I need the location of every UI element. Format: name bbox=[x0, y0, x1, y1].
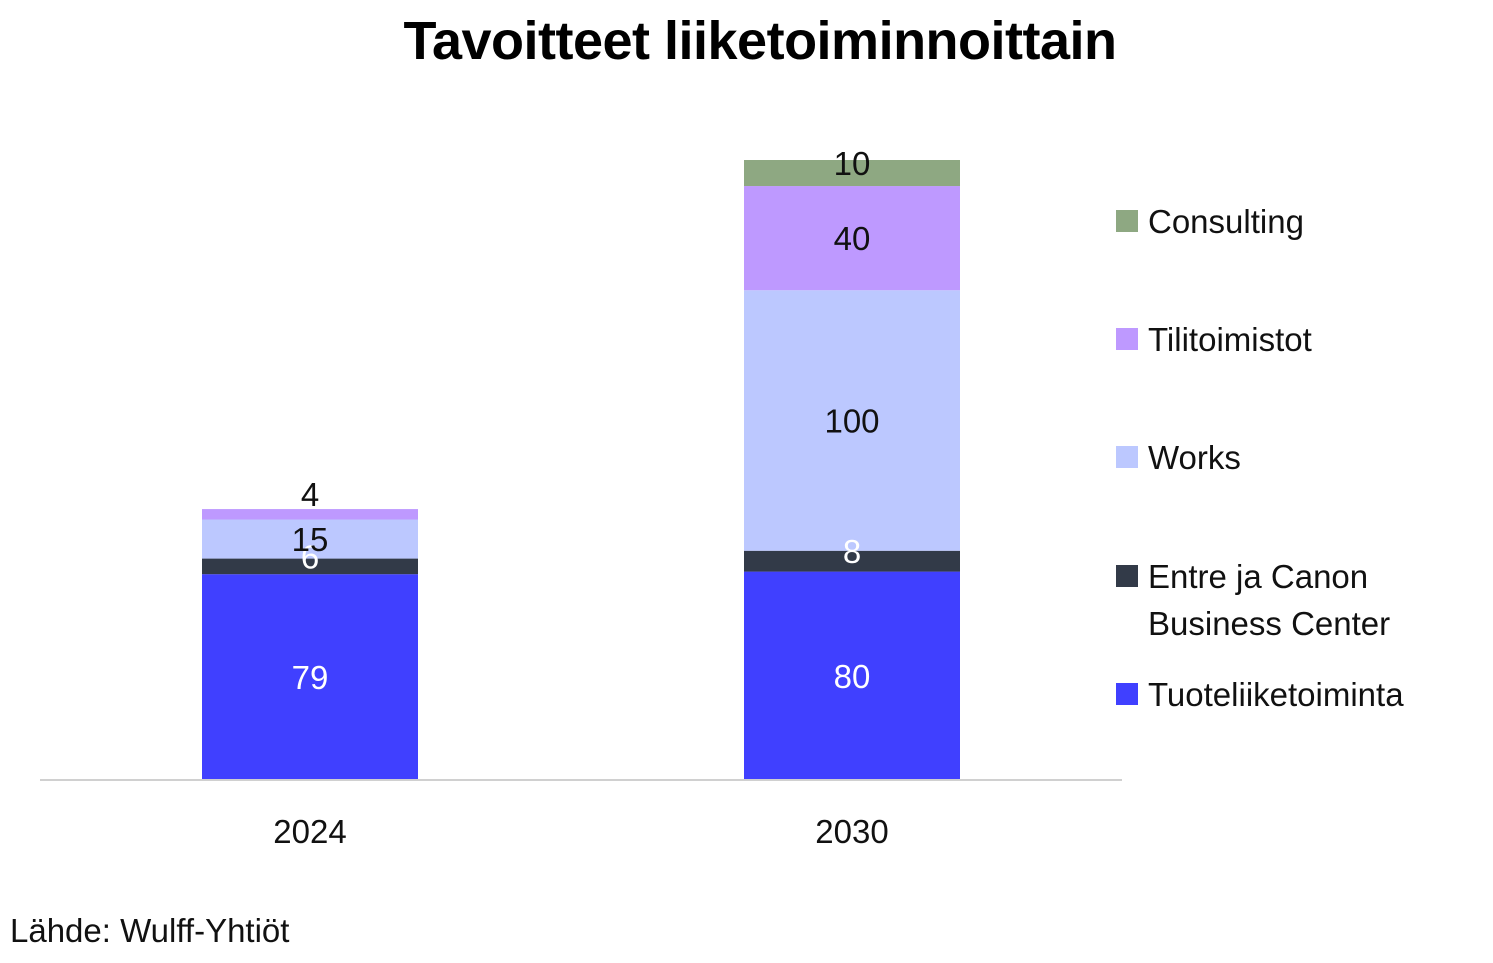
bar-2030-consulting bbox=[744, 160, 960, 187]
bar-2030-tilitoimistot bbox=[744, 186, 960, 291]
legend-label-tilitoimistot: Tilitoimistot bbox=[1148, 321, 1312, 358]
bar-2024-entre-ja-canon-business-center bbox=[202, 558, 418, 575]
data-label-2024-tuoteliiketoiminta: 79 bbox=[292, 659, 329, 696]
legend-swatch-entre-ja-canon-business-center bbox=[1116, 565, 1138, 587]
legend-swatch-tilitoimistot bbox=[1116, 328, 1138, 350]
data-label-2024-entre-ja-canon-business-center: 6 bbox=[301, 538, 319, 575]
bar-2024-tuoteliiketoiminta bbox=[202, 574, 418, 780]
source-note: Lähde: Wulff-Yhtiöt bbox=[10, 912, 290, 949]
data-label-2024-works: 15 bbox=[292, 521, 329, 558]
legend-label-entre-ja-canon-business-center-line-2: Business Center bbox=[1148, 605, 1390, 642]
data-label-2030-works: 100 bbox=[824, 403, 879, 440]
bar-2024-works bbox=[202, 519, 418, 559]
bar-2024-tilitoimistot bbox=[202, 509, 418, 520]
legend-label-works: Works bbox=[1148, 439, 1241, 476]
chart-title: Tavoitteet liiketoiminnoittain bbox=[403, 11, 1117, 71]
x-tick-label-2030: 2030 bbox=[815, 813, 888, 850]
data-label-2030-tilitoimistot: 40 bbox=[834, 220, 871, 257]
legend-swatch-works bbox=[1116, 446, 1138, 468]
x-tick-label-2024: 2024 bbox=[273, 813, 346, 850]
x-tick-labels: 2024 2030 bbox=[273, 813, 888, 850]
data-label-2030-tuoteliiketoiminta: 80 bbox=[834, 658, 871, 695]
data-label-2030-consulting: 10 bbox=[834, 145, 871, 182]
legend-swatch-consulting bbox=[1116, 210, 1138, 232]
legend-swatch-tuoteliiketoiminta bbox=[1116, 683, 1138, 705]
bar-2030-entre-ja-canon-business-center bbox=[744, 550, 960, 572]
legend-label-consulting: Consulting bbox=[1148, 203, 1304, 240]
segment-labels-layer: 79 615 4 80 8 100 40 10 bbox=[292, 145, 880, 696]
bars-layer bbox=[202, 160, 960, 780]
legend-label-entre-ja-canon-business-center-line-1: Entre ja Canon bbox=[1148, 558, 1368, 595]
bar-2030-works bbox=[744, 290, 960, 551]
legend: Consulting Tilitoimistot Works Entre ja Can… bbox=[1116, 203, 1404, 713]
bar-2030-tuoteliiketoiminta bbox=[744, 571, 960, 780]
legend-label-tuoteliiketoiminta: Tuoteliiketoiminta bbox=[1148, 676, 1404, 713]
data-label-2024-tilitoimistot: 4 bbox=[301, 476, 319, 513]
data-label-2030-entre-ja-canon-business-center: 8 bbox=[843, 533, 861, 570]
